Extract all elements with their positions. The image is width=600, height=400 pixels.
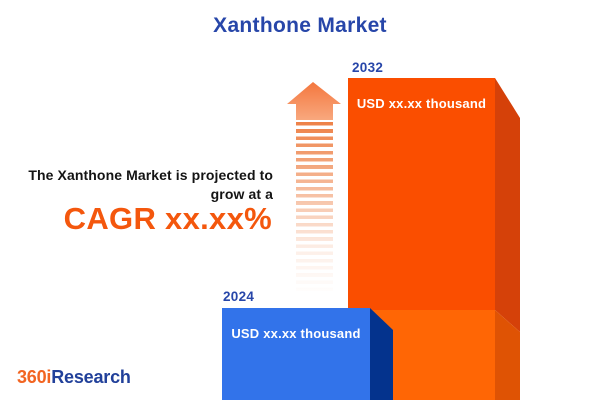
tagline-line2: grow at a <box>210 186 273 202</box>
bar-2032-front-upper <box>348 78 495 310</box>
bar-2024-side <box>370 308 393 400</box>
bar-2024-value: USD xx.xx thousand <box>231 326 361 341</box>
growth-arrow-dashes <box>296 122 333 292</box>
logo-research-text: Research <box>51 367 131 387</box>
page-title: Xanthone Market <box>213 14 387 37</box>
growth-arrow-icon <box>287 82 341 120</box>
tagline-line1: The Xanthone Market is projected to <box>28 167 273 183</box>
year-label-2032: 2032 <box>352 60 384 75</box>
year-label-2024: 2024 <box>223 289 255 304</box>
bar-2032-value: USD xx.xx thousand <box>356 96 487 111</box>
cagr-text: CAGR xx.xx% <box>63 201 272 236</box>
logo-360i-text: 360i <box>17 367 52 387</box>
bar-2032-side-upper <box>495 78 520 332</box>
tagline: The Xanthone Market is projected to grow… <box>0 166 273 204</box>
bar-2024-front <box>222 308 370 400</box>
logo-360iresearch: 360iResearch <box>17 367 131 388</box>
